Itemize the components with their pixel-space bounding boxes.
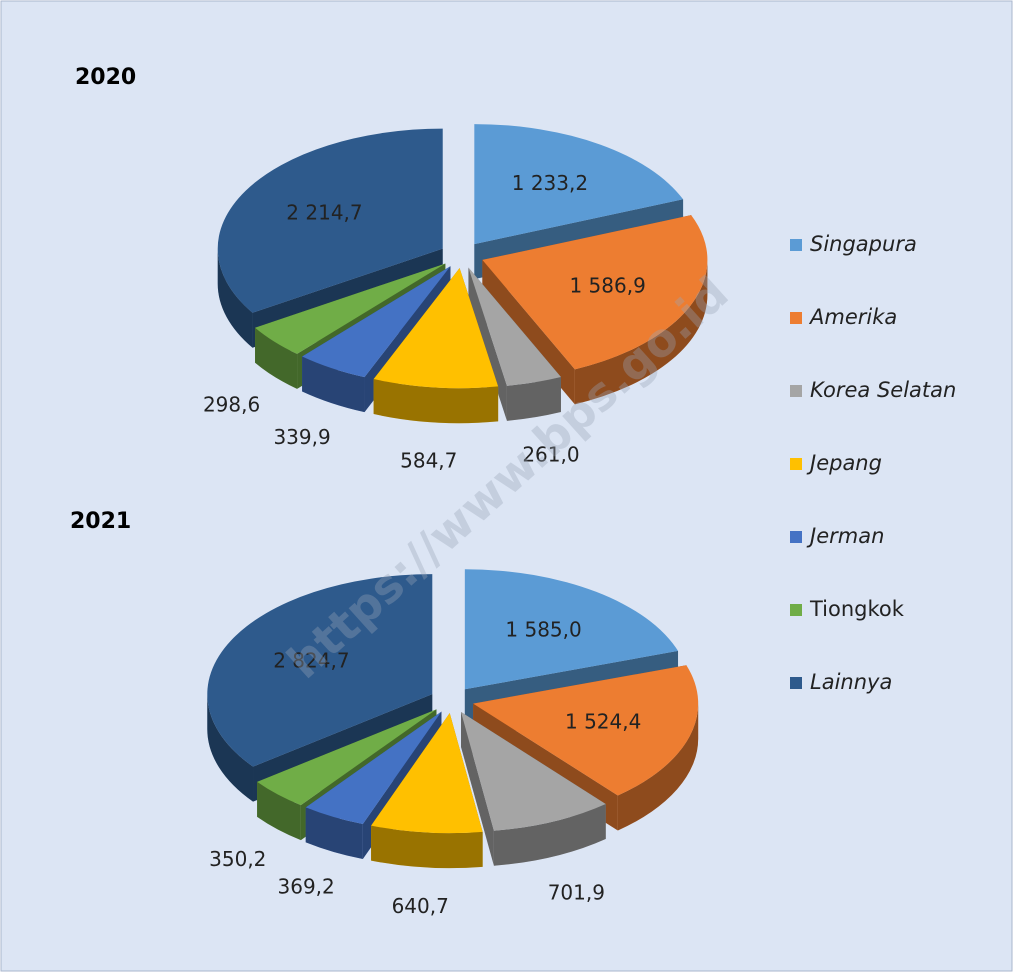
slice-top xyxy=(302,266,451,378)
slice-side-shade xyxy=(305,807,363,860)
data-label: 701,9 xyxy=(548,880,605,904)
slice-side xyxy=(574,259,708,405)
data-label: 584,7 xyxy=(400,449,457,473)
slice-side xyxy=(493,803,606,866)
data-label: 369,2 xyxy=(278,875,335,899)
slice xyxy=(461,712,606,866)
data-label: 2 824,7 xyxy=(273,649,349,673)
slice-top xyxy=(305,711,442,825)
slice-top xyxy=(371,713,483,834)
legend-label: Tiongkok xyxy=(809,597,905,621)
slice-side-shade xyxy=(617,703,699,831)
slice-side xyxy=(371,825,483,869)
slice-side-shade xyxy=(461,712,494,866)
data-label: 350,2 xyxy=(209,847,266,871)
slice-side-shade xyxy=(257,781,301,841)
slice-side-shade xyxy=(217,248,253,348)
slice-side xyxy=(461,712,494,866)
slice-side-shade xyxy=(302,356,365,413)
slice-top xyxy=(461,712,606,831)
legend-swatch xyxy=(790,385,802,397)
data-label: 261,0 xyxy=(522,443,579,467)
slice-top xyxy=(217,128,443,313)
data-label: 1 233,2 xyxy=(512,171,588,195)
legend-label: Lainnya xyxy=(810,670,892,694)
slice-side-shade xyxy=(255,327,298,389)
slice-top xyxy=(207,574,433,767)
slice-side xyxy=(207,694,254,802)
slice-top xyxy=(482,215,708,370)
slice xyxy=(468,267,561,421)
slice-side-shade xyxy=(207,694,254,802)
data-label: 2 214,7 xyxy=(286,200,362,224)
legend-swatch xyxy=(790,239,802,251)
slice-side xyxy=(468,267,507,421)
data-label: 1 524,4 xyxy=(565,710,641,734)
slice-top xyxy=(468,267,561,386)
data-label: 640,7 xyxy=(392,894,449,918)
chart-title: 2020 xyxy=(75,65,136,90)
slice xyxy=(482,215,708,405)
legend-swatch xyxy=(790,604,802,616)
slice-top xyxy=(373,268,499,389)
slice-side xyxy=(257,781,301,841)
slice-top xyxy=(464,569,679,690)
data-label: 1 586,9 xyxy=(569,273,645,297)
legend-label: Amerika xyxy=(808,305,897,329)
slice-side xyxy=(217,248,253,348)
slice-side xyxy=(373,379,499,424)
legend-swatch xyxy=(790,531,802,543)
slice-top xyxy=(473,665,699,796)
legend-swatch xyxy=(790,312,802,324)
slice-top xyxy=(255,263,446,354)
legend-swatch xyxy=(790,458,802,470)
slice xyxy=(373,268,499,424)
slice xyxy=(371,713,483,869)
slice-top xyxy=(257,709,437,806)
legend-label: Jerman xyxy=(806,524,884,548)
slice-side xyxy=(255,327,298,389)
slice-side-shade xyxy=(373,379,499,424)
slice-side xyxy=(506,377,561,421)
slice-side-shade xyxy=(371,825,483,869)
legend-label: Singapura xyxy=(810,232,917,256)
slice-side xyxy=(617,703,699,831)
legend-label: Jepang xyxy=(806,451,882,475)
legend-label: Korea Selatan xyxy=(810,378,956,402)
slice-side-shade xyxy=(468,267,507,421)
slice-side-shade xyxy=(493,803,606,866)
data-label: 1 585,0 xyxy=(505,617,581,641)
pies: 1 233,2 1 586,9 261,0 584,7 339,9 298,6 2 214,… xyxy=(203,124,708,918)
slice-side-shade xyxy=(506,377,561,421)
slice-side-shade xyxy=(574,259,708,405)
legend-swatch xyxy=(790,677,802,689)
slice-side xyxy=(305,807,363,860)
data-label: 339,9 xyxy=(273,425,330,449)
slice-side xyxy=(302,356,365,413)
slice-top xyxy=(474,124,684,245)
chart-title: 2021 xyxy=(70,509,131,534)
data-label: 298,6 xyxy=(203,393,260,417)
